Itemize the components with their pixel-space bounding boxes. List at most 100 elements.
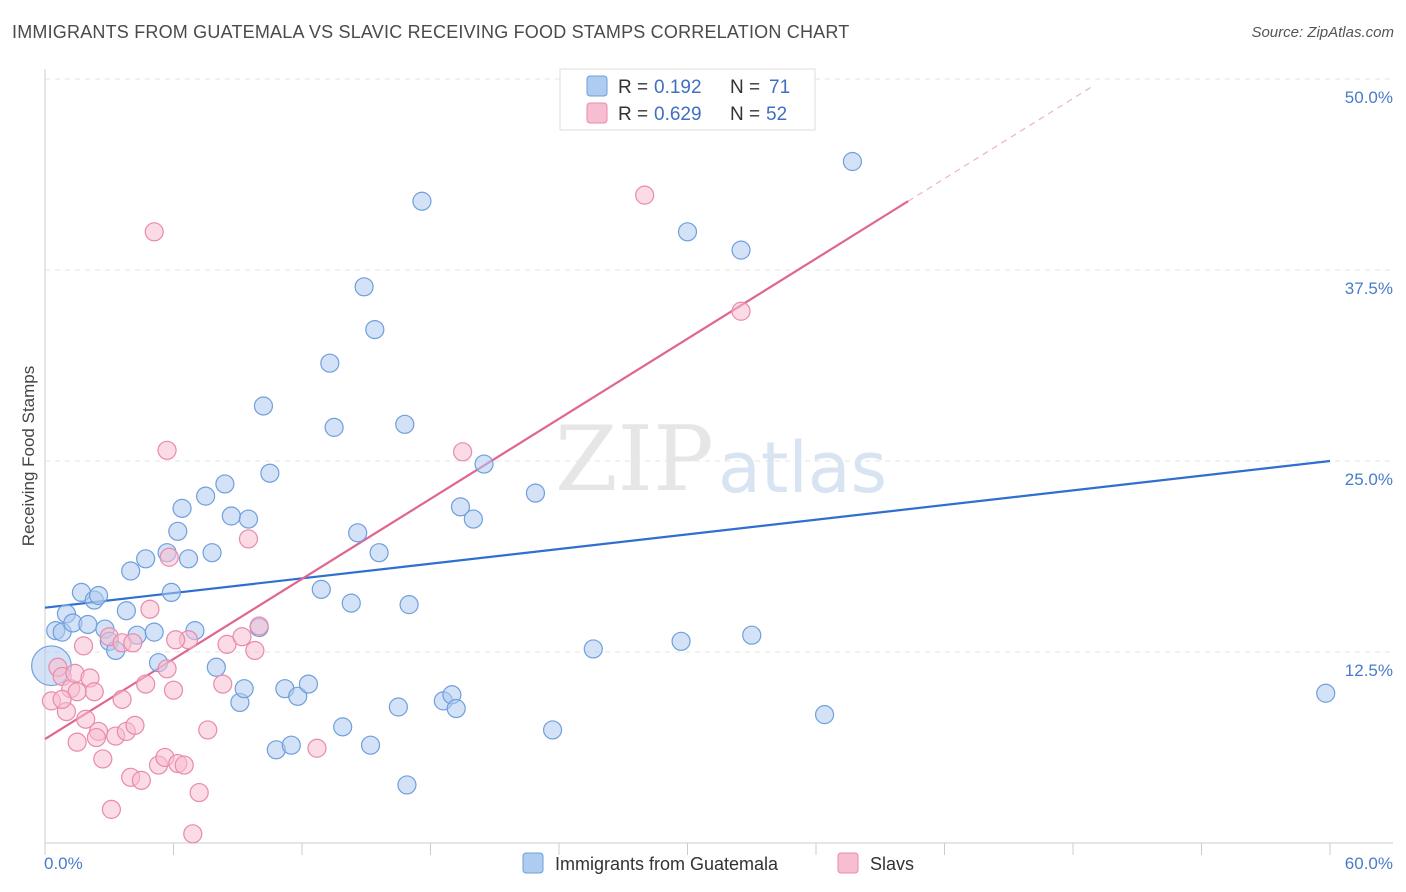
guatemala-point-59	[463, 509, 483, 529]
guatemala-point-68	[814, 705, 835, 725]
guatemala-point-65	[677, 222, 698, 242]
guatemala-point-40	[311, 579, 331, 599]
slavs-point-27	[159, 547, 179, 567]
guatemala-point-45	[348, 523, 368, 543]
slavs-point-38	[245, 640, 265, 661]
slavs-point-49	[112, 689, 132, 709]
legend-r-label-2: R =	[618, 104, 648, 125]
slavs-point-45	[67, 682, 87, 702]
guatemala-point-19	[161, 582, 181, 603]
guatemala-point-64	[671, 631, 691, 651]
y-tick-label-3: 50.0%	[1345, 88, 1393, 107]
slavs-point-44	[123, 633, 143, 653]
bottom-legend: Immigrants from Guatemala Slavs	[522, 852, 914, 874]
slavs-point-46	[86, 727, 107, 748]
guatemala-point-22	[178, 549, 199, 569]
guatemala-trend-line	[44, 459, 1331, 609]
watermark-zip: ZIP	[555, 407, 714, 512]
guatemala-point-12	[116, 601, 136, 621]
slavs-point-23	[144, 222, 164, 242]
guatemala-point-60	[474, 454, 494, 474]
watermark-atlas: atlas	[718, 427, 887, 509]
slavs-point-35	[217, 634, 237, 654]
guatemala-point-27	[215, 474, 235, 494]
slavs-point-33	[189, 782, 209, 803]
guatemala-point-53	[399, 595, 419, 615]
bottom-legend-label-slavs: Slavs	[870, 854, 914, 874]
bottom-legend-swatch-pink	[837, 852, 859, 874]
guatemala-point-43	[333, 717, 353, 737]
guatemala-point-28	[221, 506, 241, 526]
slavs-point-20	[131, 770, 151, 790]
guatemala-point-49	[369, 543, 389, 563]
guatemala-point-41	[320, 353, 340, 373]
slavs-point-6	[67, 732, 87, 752]
x-tick-labels: 0.0% 60.0%	[44, 854, 1393, 873]
guatemala-point-61	[525, 483, 546, 503]
trend-lines	[44, 84, 1331, 741]
slavs-point-8	[76, 709, 96, 729]
guatemala-point-66	[731, 240, 751, 260]
guatemala-point-42	[324, 417, 344, 437]
guatemala-point-46	[354, 277, 374, 297]
slavs-point-41	[453, 442, 473, 462]
slavs-point-19	[125, 715, 145, 735]
guatemala-point-39	[298, 674, 319, 694]
legend-r-value-1: 0.192	[654, 77, 702, 98]
guatemala-point-57	[446, 698, 466, 719]
legend-r-label-1: R =	[618, 77, 648, 98]
guatemala-point-51	[395, 414, 415, 434]
guatemala-point-58	[450, 497, 471, 517]
slavs-point-39	[249, 616, 269, 636]
guatemala-point-6	[78, 614, 98, 635]
guatemala-point-50	[388, 697, 408, 717]
legend-swatch-pink	[586, 102, 608, 124]
guatemala-point-20	[168, 521, 188, 541]
source-credit: Source: ZipAtlas.com	[1251, 24, 1394, 41]
guatemala-point-16	[144, 622, 164, 642]
axes	[44, 69, 1393, 855]
slavs-point-21	[136, 674, 156, 694]
y-tick-label-0: 12.5%	[1345, 661, 1393, 680]
guatemala-point-33	[253, 396, 274, 416]
guatemala-point-38	[288, 686, 308, 706]
guatemala-point-34	[260, 463, 280, 483]
slavs-trend-line	[44, 200, 909, 741]
legend-swatch-blue	[586, 75, 608, 97]
y-axis-label: Receiving Food Stamps	[19, 366, 38, 546]
slavs-point-26	[157, 440, 177, 460]
guatemala-point-37	[281, 735, 301, 755]
guatemala-point-70	[1316, 683, 1336, 703]
slavs-point-14	[101, 799, 121, 819]
watermark: ZIP atlas	[555, 407, 887, 512]
slavs-point-22	[140, 599, 160, 619]
guatemala-point-13	[121, 561, 141, 581]
slavs-point-32	[183, 824, 203, 844]
legend-n-value-1: 71	[769, 77, 790, 98]
guatemala-point-8	[88, 585, 109, 606]
guatemala-point-31	[238, 509, 259, 529]
slavs-point-30	[174, 755, 194, 775]
slavs-point-43	[731, 301, 751, 321]
series-slavs-points	[41, 185, 751, 844]
guatemala-point-44	[341, 593, 361, 613]
guatemala-point-24	[196, 486, 216, 506]
slavs-point-47	[166, 630, 186, 650]
guatemala-point-54	[412, 191, 432, 211]
guatemala-point-62	[542, 720, 563, 740]
guatemala-point-15	[136, 549, 156, 569]
slavs-trend-extension	[907, 84, 1095, 202]
legend: R = 0.192 N = 71 R = 0.629 N = 52	[559, 68, 816, 131]
slavs-point-36	[232, 627, 252, 647]
guatemala-point-63	[583, 639, 603, 659]
legend-n-label-1: N =	[730, 77, 760, 98]
guatemala-point-47	[360, 735, 381, 755]
slavs-point-40	[307, 738, 327, 758]
guatemala-point-21	[172, 498, 192, 518]
grid-lines	[45, 78, 1393, 653]
slavs-point-10	[84, 682, 104, 702]
legend-n-value-2: 52	[766, 104, 787, 125]
bottom-legend-label-guatemala: Immigrants from Guatemala	[555, 854, 779, 874]
guatemala-point-52	[397, 775, 417, 795]
